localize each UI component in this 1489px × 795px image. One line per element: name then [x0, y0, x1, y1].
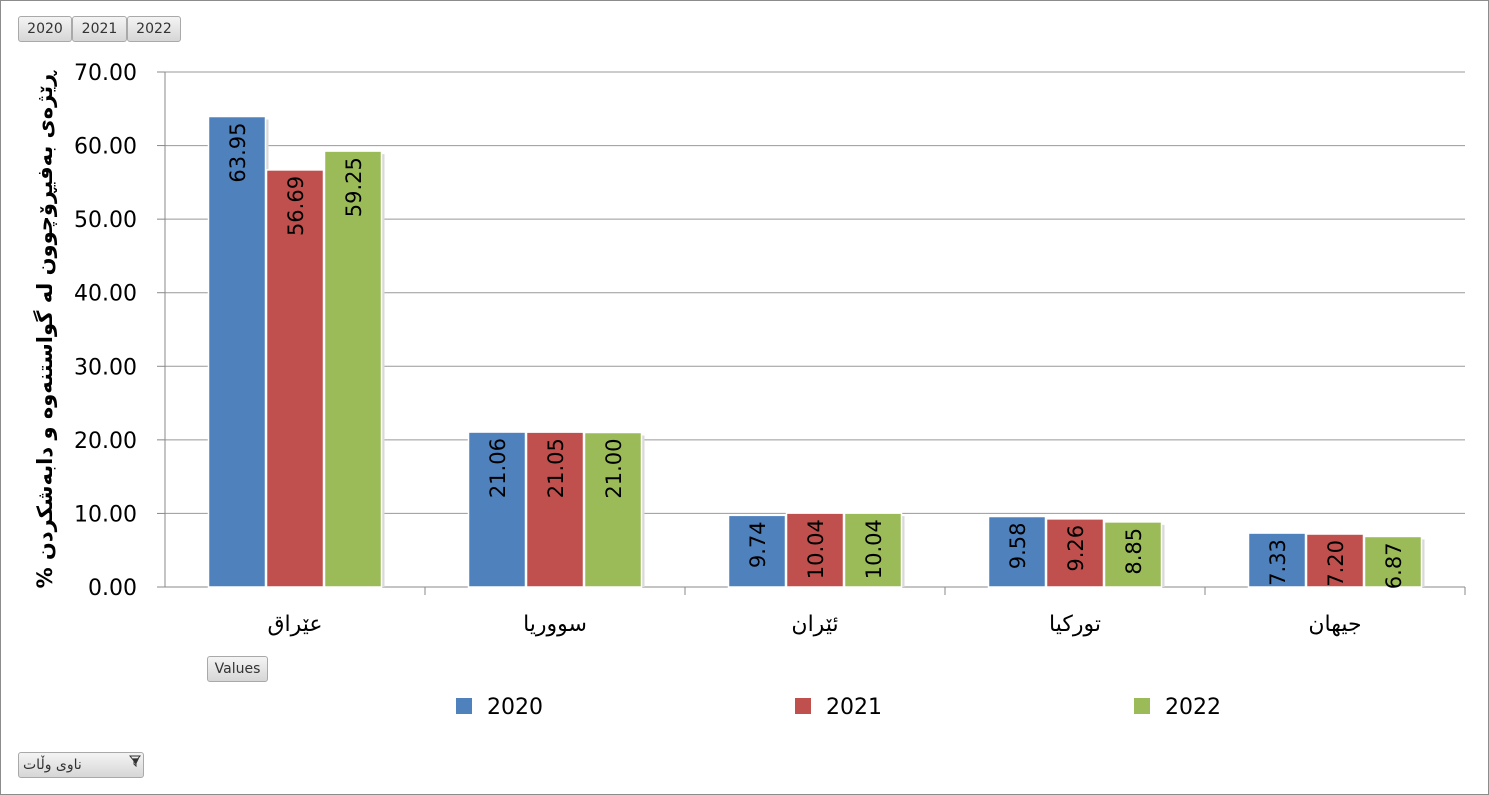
bar [1305, 533, 1365, 588]
y-tick-label: 60.00 [74, 135, 137, 160]
y-tick-label: 20.00 [74, 429, 137, 454]
bar [843, 512, 903, 588]
data-label: 7.20 [1324, 540, 1348, 587]
x-tick-label: ئێران [791, 612, 838, 637]
data-label: 7.33 [1266, 539, 1290, 586]
bar [207, 115, 267, 588]
data-label: 56.69 [284, 176, 308, 236]
y-tick-label: 10.00 [74, 502, 137, 527]
pivot-filter-button[interactable]: ناوی وڵات ▾ [18, 752, 144, 778]
legend-swatch [1134, 698, 1150, 714]
bar [727, 514, 787, 588]
x-tick-label: جیهان [1308, 612, 1361, 637]
filter-funnel-icon [129, 755, 141, 767]
y-tick-label: 0.00 [88, 576, 137, 601]
legend-label: 2020 [487, 695, 543, 720]
data-label: 8.85 [1122, 528, 1146, 575]
data-label: 9.26 [1064, 525, 1088, 572]
pivot-column-item-2020[interactable]: 2020 [18, 16, 72, 42]
data-label: 9.74 [746, 521, 770, 568]
bar [1045, 518, 1105, 588]
bar [583, 431, 643, 588]
data-label: 10.04 [862, 519, 886, 579]
y-tick-label: 40.00 [74, 282, 137, 307]
y-axis-title: ڕێژەی بەفیڕۆچوون لە گواستنەوە و دابەشکرد… [32, 70, 57, 589]
bar [1103, 521, 1163, 588]
legend-label: 2021 [826, 695, 882, 720]
x-tick-label: تورکیا [1049, 612, 1101, 637]
y-tick-label: 50.00 [74, 208, 137, 233]
bar [1247, 532, 1307, 588]
x-tick-label: سووریا [523, 612, 587, 637]
data-label: 21.05 [544, 438, 568, 498]
bar [785, 512, 845, 588]
data-label: 21.00 [602, 439, 626, 499]
data-label: 59.25 [342, 157, 366, 217]
data-label: 9.58 [1006, 523, 1030, 570]
bar [265, 169, 325, 588]
bar [323, 150, 383, 588]
legend-swatch [795, 698, 811, 714]
y-tick-label: 30.00 [74, 355, 137, 380]
data-label: 21.06 [486, 438, 510, 498]
y-tick-label: 70.00 [74, 61, 137, 86]
pivot-values-button[interactable]: Values [207, 656, 268, 682]
bar [525, 431, 585, 588]
pivot-column-item-2022[interactable]: 2022 [127, 16, 181, 42]
bar [467, 431, 527, 588]
bar [1363, 535, 1423, 588]
legend-swatch [456, 698, 472, 714]
pivot-filter-label: ناوی وڵات [23, 757, 82, 773]
data-label: 63.95 [226, 123, 250, 183]
pivot-column-item-2021[interactable]: 2021 [72, 16, 127, 42]
bar [987, 515, 1047, 588]
x-tick-label: عێراق [267, 612, 322, 637]
data-label: 10.04 [804, 519, 828, 579]
data-label: 6.87 [1382, 542, 1406, 589]
legend-label: 2022 [1165, 695, 1221, 720]
